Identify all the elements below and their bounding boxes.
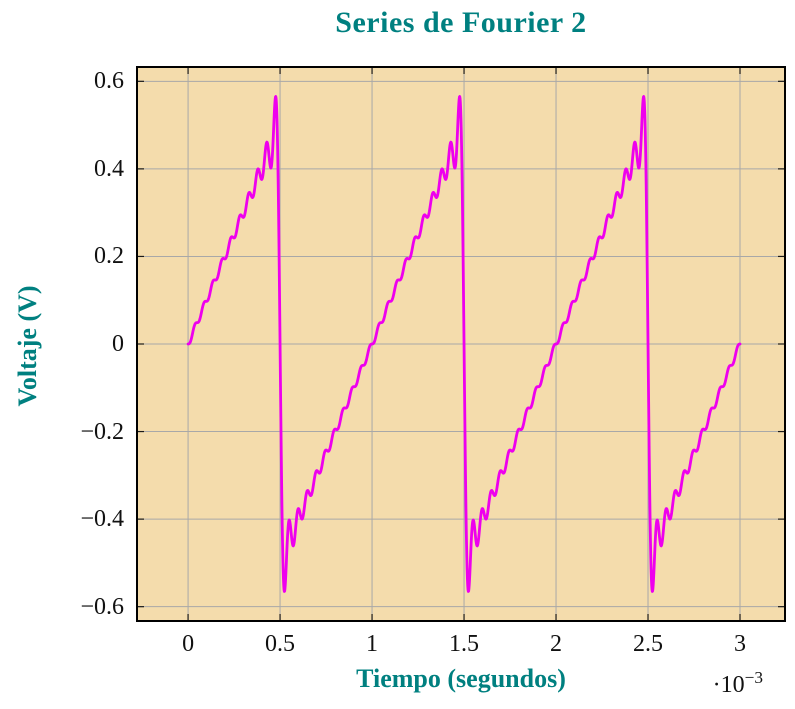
x-tick-label: 0 [182,631,195,657]
x-tick-label: 1 [366,631,379,657]
y-tick-label: −0.6 [80,593,124,620]
fourier-series-curve [186,95,742,593]
y-tick-label: −0.2 [80,418,124,445]
multiplier-base: ·10 [712,672,745,698]
x-axis-label: Tiempo (segundos) [356,664,566,693]
y-tick-label: −0.4 [80,506,124,533]
plot-area [136,66,786,622]
y-tick-label: 0 [112,331,124,357]
y-tick-label: 0.4 [94,155,124,182]
x-axis-multiplier: ·10−3 [713,668,763,699]
x-tick-label: 1.5 [449,631,480,657]
x-tick-label: 0.5 [265,631,296,657]
y-tick-label: 0.2 [94,243,124,270]
plot-border [136,66,786,622]
multiplier-exponent: −3 [744,668,763,687]
x-tick-label: 3 [734,631,746,657]
chart-title: Series de Fourier 2 [335,6,587,39]
x-tick-label: 2 [550,631,563,657]
x-tick-label: 2.5 [633,631,663,657]
y-tick-label: 0.6 [94,68,124,95]
